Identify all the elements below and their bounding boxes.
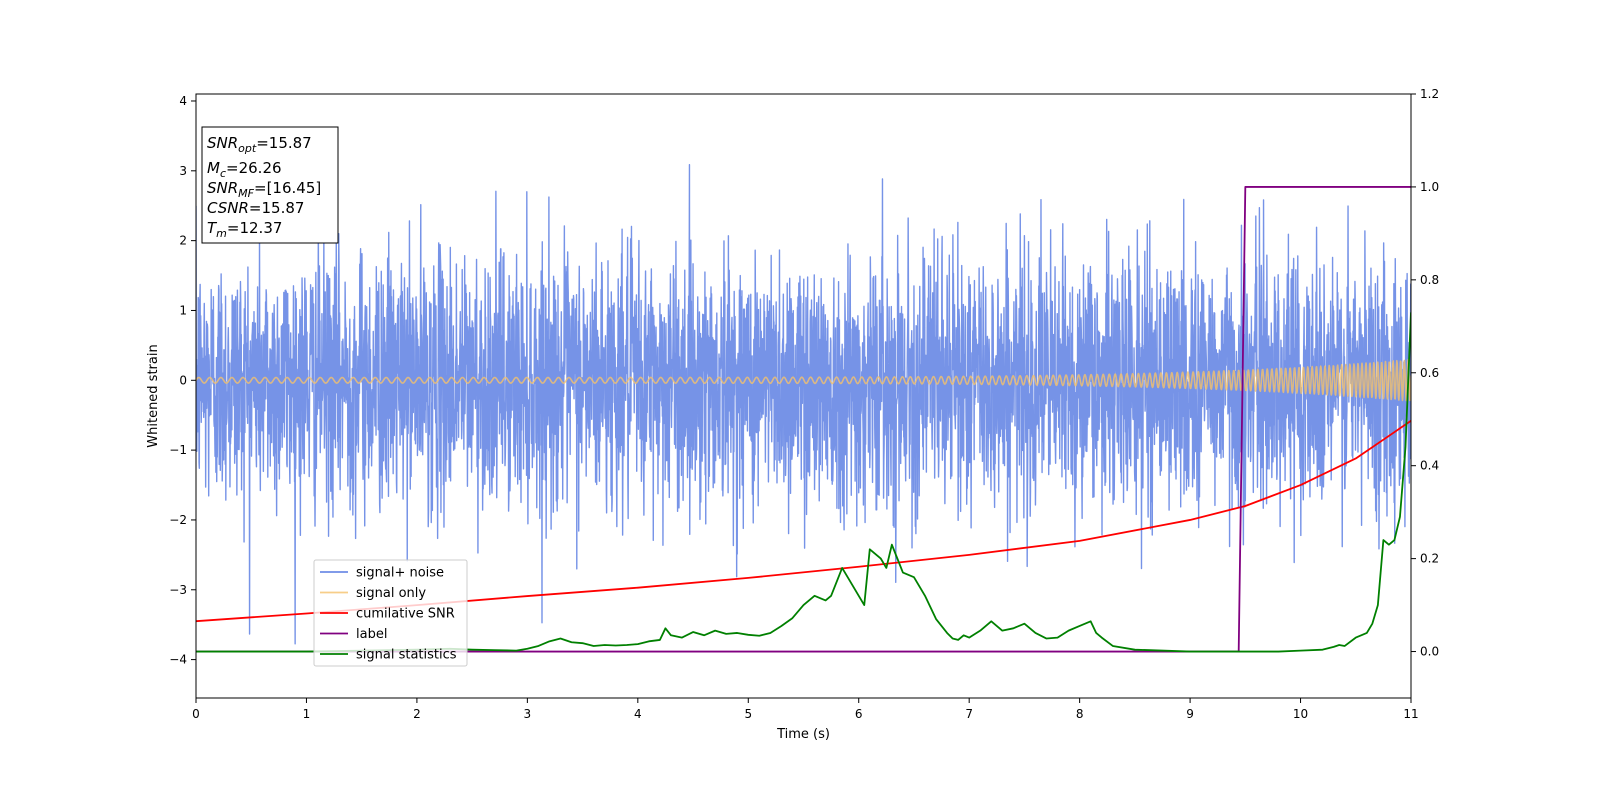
y-tick-label: −2: [169, 513, 187, 527]
y2-tick-label: 0.0: [1420, 645, 1439, 659]
y-tick-label: 4: [179, 94, 187, 108]
y2-axis: 0.0 0.2 0.4 0.6 0.8 1.0 1.2: [1411, 87, 1439, 659]
legend-entry: cumilative SNR: [356, 607, 455, 622]
annotation-row: Mc=26.26: [207, 159, 282, 180]
x-tick-label: 9: [1186, 707, 1194, 721]
x-tick-label: 3: [524, 707, 532, 721]
legend-entry: signal statistics: [356, 648, 457, 663]
y-tick-label: 2: [179, 234, 187, 248]
y-tick-label: 1: [179, 303, 187, 317]
x-tick-label: 4: [634, 707, 642, 721]
y-axis: −4 −3 −2 −1 0 1 2 3 4: [169, 94, 196, 667]
y-tick-label: −3: [169, 583, 187, 597]
y-tick-label: 0: [179, 373, 187, 387]
annotation-row: SNRopt=15.87: [207, 134, 312, 155]
x-tick-label: 0: [192, 707, 200, 721]
x-tick-label: 10: [1293, 707, 1308, 721]
y2-tick-label: 1.2: [1420, 87, 1439, 101]
x-tick-label: 7: [965, 707, 973, 721]
series-line-label: [196, 186, 1411, 653]
y-tick-label: −4: [169, 653, 187, 667]
series-line-signal-statistics: [196, 312, 1411, 653]
legend-entry: signal only: [356, 586, 426, 601]
plot-frame: [195, 93, 1412, 699]
y-axis-label: Whitened strain: [146, 344, 161, 447]
annotation-row: CSNR=15.87: [207, 199, 304, 217]
legend: signal+ noise signal only cumilative SNR la…: [313, 559, 468, 667]
series-line-signal-only: [196, 358, 1411, 402]
x-axis: 0 1 2 3 4 5 6 7 8 9 10 11: [192, 698, 1419, 721]
x-tick-label: 2: [413, 707, 421, 721]
y2-tick-label: 1.0: [1420, 180, 1439, 194]
annotation-row: SNRMF=[16.45]: [207, 179, 321, 200]
y-tick-label: 3: [179, 164, 187, 178]
y2-tick-label: 0.4: [1420, 459, 1439, 473]
legend-entry: label: [356, 627, 387, 642]
x-tick-label: 8: [1076, 707, 1084, 721]
annotation-box: SNRopt=15.87 Mc=26.26SNRMF=[16.45]CSNR=15…: [201, 126, 339, 244]
x-tick-label: 1: [303, 707, 311, 721]
legend-entry: signal+ noise: [356, 566, 444, 581]
x-tick-label: 6: [855, 707, 863, 721]
x-tick-label: 5: [744, 707, 752, 721]
annotation-row: Tm=12.37: [207, 219, 282, 240]
y2-tick-label: 0.8: [1420, 273, 1439, 287]
y2-tick-label: 0.2: [1420, 552, 1439, 566]
y2-tick-label: 0.6: [1420, 366, 1439, 380]
x-axis-label: Time (s): [776, 727, 830, 742]
x-tick-label: 11: [1403, 707, 1418, 721]
y-tick-label: −1: [169, 443, 187, 457]
